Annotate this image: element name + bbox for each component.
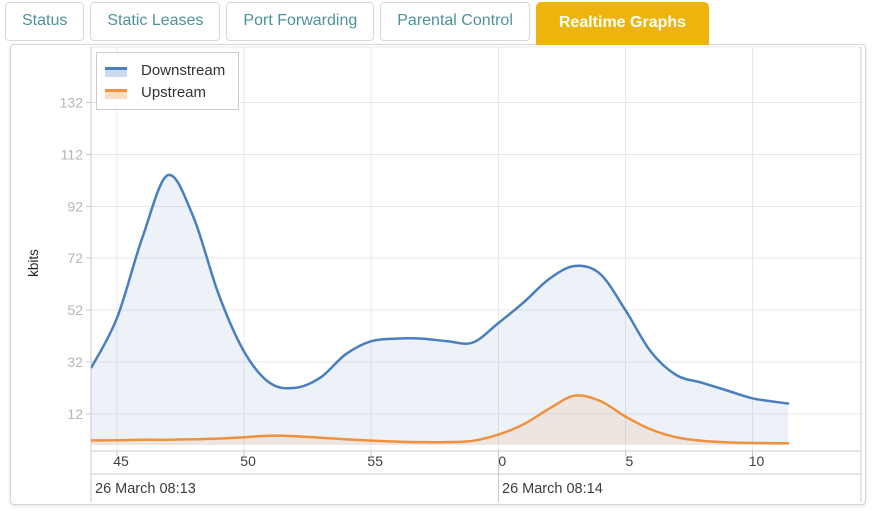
tab-static-leases[interactable]: Static Leases [90, 2, 221, 41]
tab-port-forwarding[interactable]: Port Forwarding [226, 2, 375, 41]
svg-text:50: 50 [240, 453, 256, 469]
tab-realtime-graphs[interactable]: Realtime Graphs [535, 2, 710, 45]
svg-text:112: 112 [61, 146, 84, 162]
gridlines [91, 47, 861, 451]
svg-text:10: 10 [749, 453, 765, 469]
legend-label-upstream: Upstream [141, 83, 207, 101]
svg-text:12: 12 [67, 406, 83, 422]
tab-parental-control[interactable]: Parental Control [380, 2, 530, 41]
svg-text:5: 5 [626, 453, 634, 469]
svg-text:132: 132 [60, 95, 84, 111]
downstream-area [91, 174, 789, 445]
x-tick-labels: 45 50 55 0 5 10 [113, 453, 764, 469]
series-layer [91, 173, 790, 445]
upstream-swatch-icon [105, 85, 127, 99]
upstream-area [91, 395, 789, 445]
svg-text:0: 0 [498, 453, 506, 469]
tab-status[interactable]: Status [5, 2, 85, 41]
y-axis-title: kbits [26, 249, 41, 277]
date-row [90, 451, 862, 502]
svg-text:32: 32 [67, 354, 83, 370]
legend-item-upstream: Upstream [105, 81, 225, 103]
plot-border [90, 46, 862, 452]
date-label: 26 March 08:13 [95, 481, 196, 497]
svg-text:72: 72 [67, 250, 83, 266]
realtime-graph-panel: 12 32 52 72 92 112 132 45 50 55 0 5 10 kbits 26 March … [10, 44, 866, 505]
legend-label-downstream: Downstream [141, 61, 226, 79]
date-label: 26 March 08:14 [502, 481, 603, 497]
svg-text:55: 55 [367, 453, 383, 469]
y-tick-labels: 12 32 52 72 92 112 132 [60, 95, 84, 422]
svg-text:45: 45 [113, 453, 129, 469]
svg-text:52: 52 [67, 302, 83, 318]
tab-bar: Status Static Leases Port Forwarding Par… [0, 0, 873, 45]
downstream-line [91, 173, 790, 405]
upstream-line [91, 394, 790, 445]
chart-legend: Downstream Upstream [96, 52, 240, 110]
svg-text:92: 92 [67, 198, 83, 214]
legend-item-downstream: Downstream [105, 59, 225, 81]
downstream-swatch-icon [105, 63, 127, 77]
realtime-chart-canvas: 12 32 52 72 92 112 132 45 50 55 0 5 10 kbits 26 March … [26, 46, 862, 502]
